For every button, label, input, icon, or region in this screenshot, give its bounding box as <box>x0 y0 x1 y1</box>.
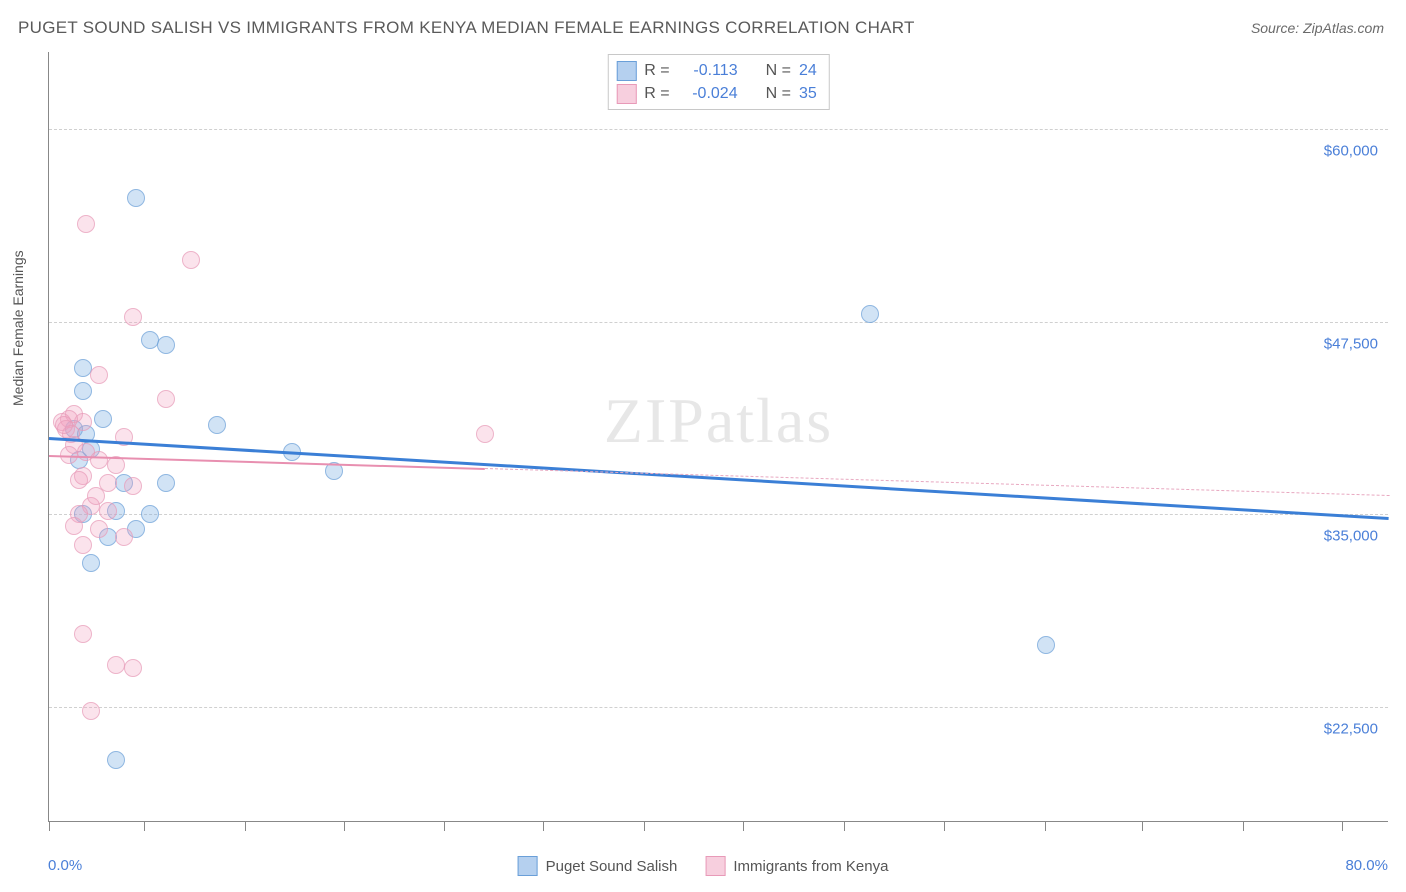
x-tick <box>1045 821 1046 831</box>
scatter-point <box>476 425 494 443</box>
x-tick <box>344 821 345 831</box>
y-tick-label: $35,000 <box>1324 528 1378 545</box>
scatter-point <box>107 656 125 674</box>
scatter-point <box>124 477 142 495</box>
plot-area: ZIPatlas R = -0.113 N = 24 R = -0.024 N … <box>48 52 1388 822</box>
y-tick-label: $47,500 <box>1324 335 1378 352</box>
scatter-point <box>90 451 108 469</box>
scatter-point <box>115 528 133 546</box>
x-tick <box>1243 821 1244 831</box>
n-value-2: 35 <box>799 82 817 105</box>
scatter-point <box>82 554 100 572</box>
y-axis-label: Median Female Earnings <box>10 250 26 406</box>
x-tick <box>49 821 50 831</box>
scatter-point <box>90 520 108 538</box>
scatter-point <box>82 702 100 720</box>
scatter-point <box>74 359 92 377</box>
legend-item-2: Immigrants from Kenya <box>705 856 888 876</box>
source-attribution: Source: ZipAtlas.com <box>1251 20 1384 36</box>
gridline <box>49 129 1388 130</box>
scatter-point <box>124 308 142 326</box>
gridline <box>49 707 1388 708</box>
scatter-point <box>124 659 142 677</box>
r-value-1: -0.113 <box>678 59 738 82</box>
scatter-point <box>74 536 92 554</box>
scatter-point <box>70 471 88 489</box>
scatter-point <box>157 336 175 354</box>
scatter-point <box>94 410 112 428</box>
scatter-point <box>208 416 226 434</box>
scatter-point <box>157 390 175 408</box>
legend-label-1: Puget Sound Salish <box>546 858 678 875</box>
r-label: R = <box>644 59 669 82</box>
x-tick <box>644 821 645 831</box>
x-tick <box>944 821 945 831</box>
x-tick <box>245 821 246 831</box>
correlation-stats-box: R = -0.113 N = 24 R = -0.024 N = 35 <box>607 54 829 110</box>
scatter-point <box>182 251 200 269</box>
scatter-point <box>107 751 125 769</box>
x-tick <box>743 821 744 831</box>
scatter-point <box>141 505 159 523</box>
scatter-point <box>77 215 95 233</box>
scatter-point <box>87 487 105 505</box>
y-tick-label: $22,500 <box>1324 720 1378 737</box>
chart-title: PUGET SOUND SALISH VS IMMIGRANTS FROM KE… <box>18 18 915 38</box>
legend: Puget Sound Salish Immigrants from Kenya <box>518 856 889 876</box>
x-tick <box>1342 821 1343 831</box>
x-axis-min-label: 0.0% <box>48 857 82 874</box>
r-label: R = <box>644 82 669 105</box>
scatter-point <box>157 474 175 492</box>
x-tick <box>444 821 445 831</box>
n-label: N = <box>766 82 791 105</box>
scatter-point <box>861 305 879 323</box>
swatch-blue-icon <box>518 856 538 876</box>
n-label: N = <box>766 59 791 82</box>
y-tick-label: $60,000 <box>1324 143 1378 160</box>
scatter-point <box>55 416 73 434</box>
scatter-point <box>74 382 92 400</box>
legend-item-1: Puget Sound Salish <box>518 856 678 876</box>
scatter-point <box>65 517 83 535</box>
scatter-point <box>90 366 108 384</box>
stats-row-series1: R = -0.113 N = 24 <box>616 59 816 82</box>
x-axis-max-label: 80.0% <box>1345 857 1388 874</box>
scatter-point <box>74 625 92 643</box>
scatter-point <box>99 502 117 520</box>
swatch-pink-icon <box>705 856 725 876</box>
trend-line <box>49 437 1389 520</box>
gridline <box>49 322 1388 323</box>
stats-row-series2: R = -0.024 N = 35 <box>616 82 816 105</box>
x-tick <box>1142 821 1143 831</box>
scatter-point <box>141 331 159 349</box>
swatch-pink-icon <box>616 84 636 104</box>
x-tick <box>144 821 145 831</box>
n-value-1: 24 <box>799 59 817 82</box>
watermark: ZIPatlas <box>604 384 833 458</box>
r-value-2: -0.024 <box>678 82 738 105</box>
x-tick <box>844 821 845 831</box>
legend-label-2: Immigrants from Kenya <box>733 858 888 875</box>
x-tick <box>543 821 544 831</box>
gridline <box>49 514 1388 515</box>
swatch-blue-icon <box>616 61 636 81</box>
scatter-point <box>1037 636 1055 654</box>
scatter-point <box>127 189 145 207</box>
